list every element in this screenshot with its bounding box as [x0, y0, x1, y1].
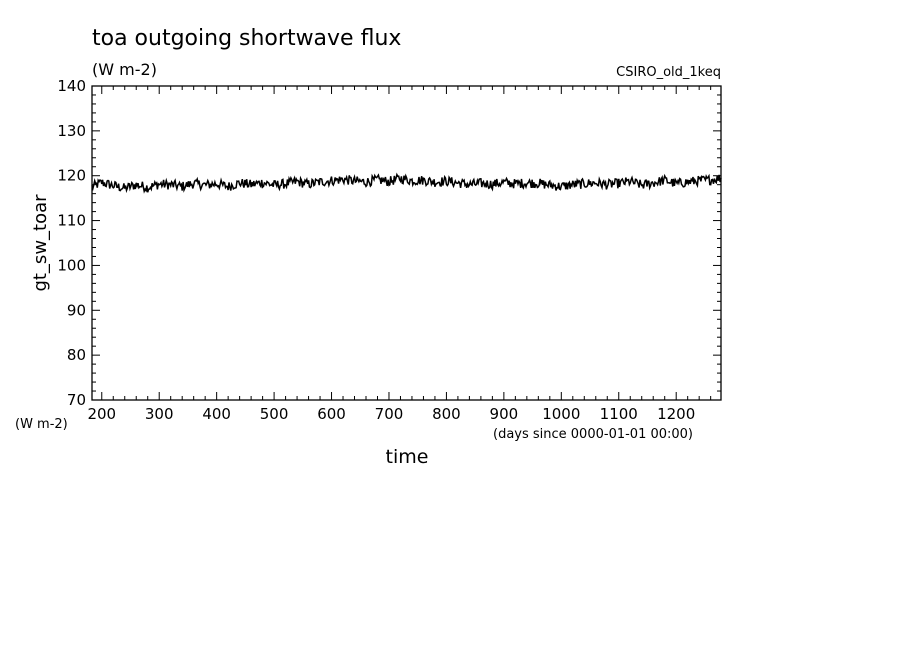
- x-tick-label: 700: [375, 405, 404, 423]
- y-tick-label: 90: [67, 301, 86, 319]
- x-tick-label: 600: [317, 405, 346, 423]
- x-axis-label: time: [386, 446, 429, 468]
- chart-title-units: (W m-2): [92, 60, 157, 79]
- plot-frame: [91, 85, 722, 401]
- y-tick-label: 130: [57, 122, 86, 140]
- x-tick-label: 900: [490, 405, 519, 423]
- y-tick-label: 110: [57, 212, 86, 230]
- plot-area: [91, 85, 722, 401]
- x-tick-label: 1200: [657, 405, 695, 423]
- x-tick-label: 800: [432, 405, 461, 423]
- series-line: [91, 172, 722, 194]
- y-axis-label: gt_sw_toar: [30, 194, 51, 292]
- chart-title: toa outgoing shortwave flux: [92, 26, 401, 51]
- y-axis-units: (W m-2): [15, 417, 68, 432]
- y-tick-label: 140: [57, 77, 86, 95]
- axis-ticks: [92, 85, 721, 401]
- x-axis-units: (days since 0000-01-01 00:00): [493, 427, 693, 442]
- y-tick-label: 80: [67, 346, 86, 364]
- x-tick-labels: 200 300 400 500 600 700 800 900 1000 1100 1200: [87, 405, 695, 423]
- dataset-label: CSIRO_old_1keq: [616, 65, 721, 80]
- x-tick-label: 1000: [542, 405, 580, 423]
- y-tick-label: 100: [57, 256, 86, 274]
- x-tick-label: 300: [145, 405, 174, 423]
- x-tick-label: 1100: [600, 405, 638, 423]
- y-tick-label: 120: [57, 167, 86, 185]
- x-tick-label: 500: [260, 405, 289, 423]
- x-tick-label: 200: [87, 405, 116, 423]
- y-tick-labels: 70 80 90 100 110 120 130 140: [57, 77, 86, 409]
- x-tick-label: 400: [202, 405, 231, 423]
- y-tick-label: 70: [67, 391, 86, 409]
